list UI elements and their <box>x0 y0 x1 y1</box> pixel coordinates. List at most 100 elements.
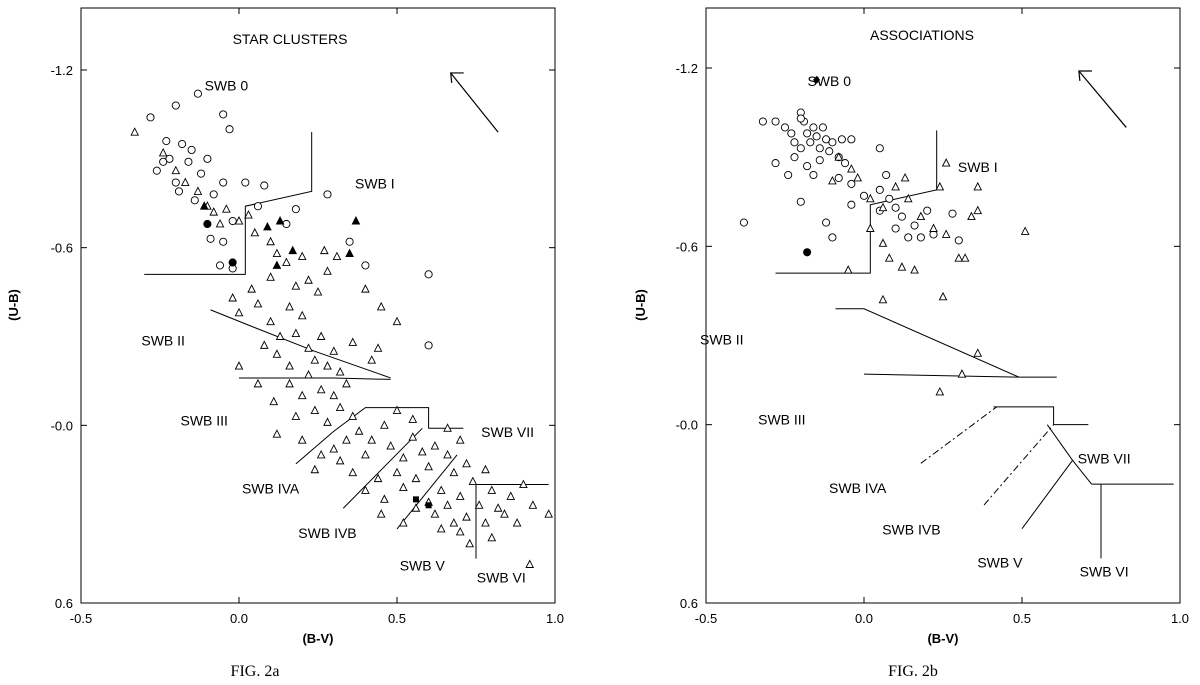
data-point-open-triangle <box>361 284 370 293</box>
data-point-open-triangle <box>941 158 951 167</box>
data-point-open-triangle <box>222 204 231 213</box>
data-point-open-triangle <box>376 301 386 311</box>
data-point-open-triangle <box>884 253 894 262</box>
data-point-open-triangle <box>272 248 282 258</box>
data-point-open-triangle <box>411 473 421 483</box>
data-point-open-triangle <box>285 361 294 370</box>
data-point-open-circle <box>206 234 215 243</box>
data-point-open-triangle <box>960 253 970 262</box>
data-point-open-triangle <box>380 494 389 503</box>
data-point-open-triangle <box>853 172 863 182</box>
data-point-open-triangle <box>935 181 945 191</box>
boundary-line <box>775 130 938 274</box>
data-point-filled-square <box>412 496 419 503</box>
data-point-open-triangle <box>367 355 377 364</box>
y-tick-label: -1.2 <box>51 63 73 78</box>
boundary-line <box>144 132 313 275</box>
data-point-open-circle <box>197 169 206 178</box>
data-point-open-triangle <box>938 291 948 301</box>
y-tick-label: -0.6 <box>676 239 698 254</box>
data-point-open-triangle <box>348 467 358 477</box>
data-point-open-circle <box>828 233 837 242</box>
data-point-open-triangle <box>424 461 433 471</box>
data-point-open-triangle <box>408 432 418 441</box>
data-point-filled-circle <box>228 258 237 267</box>
region-label: SWB I <box>355 175 395 191</box>
data-point-open-circle <box>834 173 843 183</box>
data-point-open-triangle <box>291 281 301 290</box>
region-label: SWB VII <box>481 424 534 440</box>
data-point-open-circle <box>771 117 780 126</box>
data-markers <box>739 75 1030 396</box>
data-point-open-circle <box>796 197 805 206</box>
data-point-open-triangle <box>493 503 503 512</box>
data-point-open-triangle <box>449 518 459 527</box>
data-point-open-triangle <box>878 202 888 212</box>
data-point-open-circle <box>253 202 263 211</box>
figure-caption: FIG. 2a <box>231 663 280 680</box>
data-point-open-circle <box>203 154 212 163</box>
data-point-open-triangle <box>392 316 402 326</box>
data-point-open-circle <box>228 216 237 226</box>
data-point-open-circle <box>806 138 815 147</box>
data-point-open-circle <box>758 117 767 126</box>
data-point-open-triangle <box>297 435 307 444</box>
plot-title: STAR CLUSTERS <box>233 31 348 47</box>
data-point-open-triangle <box>506 491 516 500</box>
data-point-open-triangle <box>193 186 203 195</box>
data-point-open-triangle <box>253 378 263 388</box>
data-point-open-circle <box>784 170 793 180</box>
data-point-open-circle <box>847 179 856 188</box>
data-point-open-triangle <box>417 446 427 456</box>
data-point-open-triangle <box>957 369 967 378</box>
data-point-open-circle <box>847 135 856 144</box>
region-label: SWB 0 <box>205 78 249 94</box>
data-point-open-circle <box>345 237 354 246</box>
data-point-open-circle <box>219 237 228 246</box>
y-tick-label: -0.0 <box>676 418 698 433</box>
data-point-open-triangle <box>209 207 219 216</box>
data-point-open-triangle <box>462 512 471 521</box>
reddening-vector-arrowhead <box>1078 70 1092 82</box>
data-point-filled-triangle <box>275 216 285 225</box>
reddening-vector-shaft <box>1078 70 1127 128</box>
data-point-open-triangle <box>269 396 279 406</box>
data-point-open-triangle <box>487 532 497 542</box>
boundary-line-dashed <box>983 424 1054 506</box>
data-point-open-circle <box>171 101 180 110</box>
y-axis-label: (U-B) <box>633 289 648 321</box>
data-point-open-triangle <box>323 266 332 275</box>
data-point-open-triangle <box>455 491 465 500</box>
data-point-open-triangle <box>900 172 910 182</box>
x-tick-label: 0.0 <box>855 611 873 626</box>
boundary-line <box>396 454 458 530</box>
data-point-open-triangle <box>878 238 888 247</box>
data-point-open-triangle <box>367 435 377 444</box>
data-point-open-triangle <box>335 455 345 465</box>
data-point-filled-triangle <box>272 260 282 269</box>
data-point-open-triangle <box>319 245 329 255</box>
data-point-open-triangle <box>297 390 307 400</box>
data-point-open-circle <box>891 224 900 233</box>
data-point-open-circle <box>891 203 900 212</box>
data-point-open-triangle <box>973 181 983 191</box>
data-point-open-circle <box>840 159 850 168</box>
data-point-open-circle <box>897 212 906 221</box>
data-point-open-triangle <box>234 361 244 370</box>
data-point-open-triangle <box>316 449 326 459</box>
data-point-open-triangle <box>910 265 919 274</box>
data-point-open-triangle <box>398 452 408 462</box>
region-label: SWB II <box>700 331 744 347</box>
axis-ticks: -0.5 0.0 0.5 1.0 -1.2 -0.6 -0.0 0.6 <box>676 8 1189 626</box>
data-point-open-circle <box>923 206 932 215</box>
data-point-open-triangle <box>335 402 345 412</box>
data-point-open-triangle <box>487 485 497 494</box>
data-point-open-triangle <box>323 417 332 426</box>
data-point-open-triangle <box>891 181 900 191</box>
plot-frame <box>705 7 1181 604</box>
data-point-filled-triangle <box>263 221 272 231</box>
data-point-open-triangle <box>411 503 421 512</box>
data-point-open-triangle <box>323 361 332 370</box>
data-point-open-triangle <box>954 253 964 262</box>
